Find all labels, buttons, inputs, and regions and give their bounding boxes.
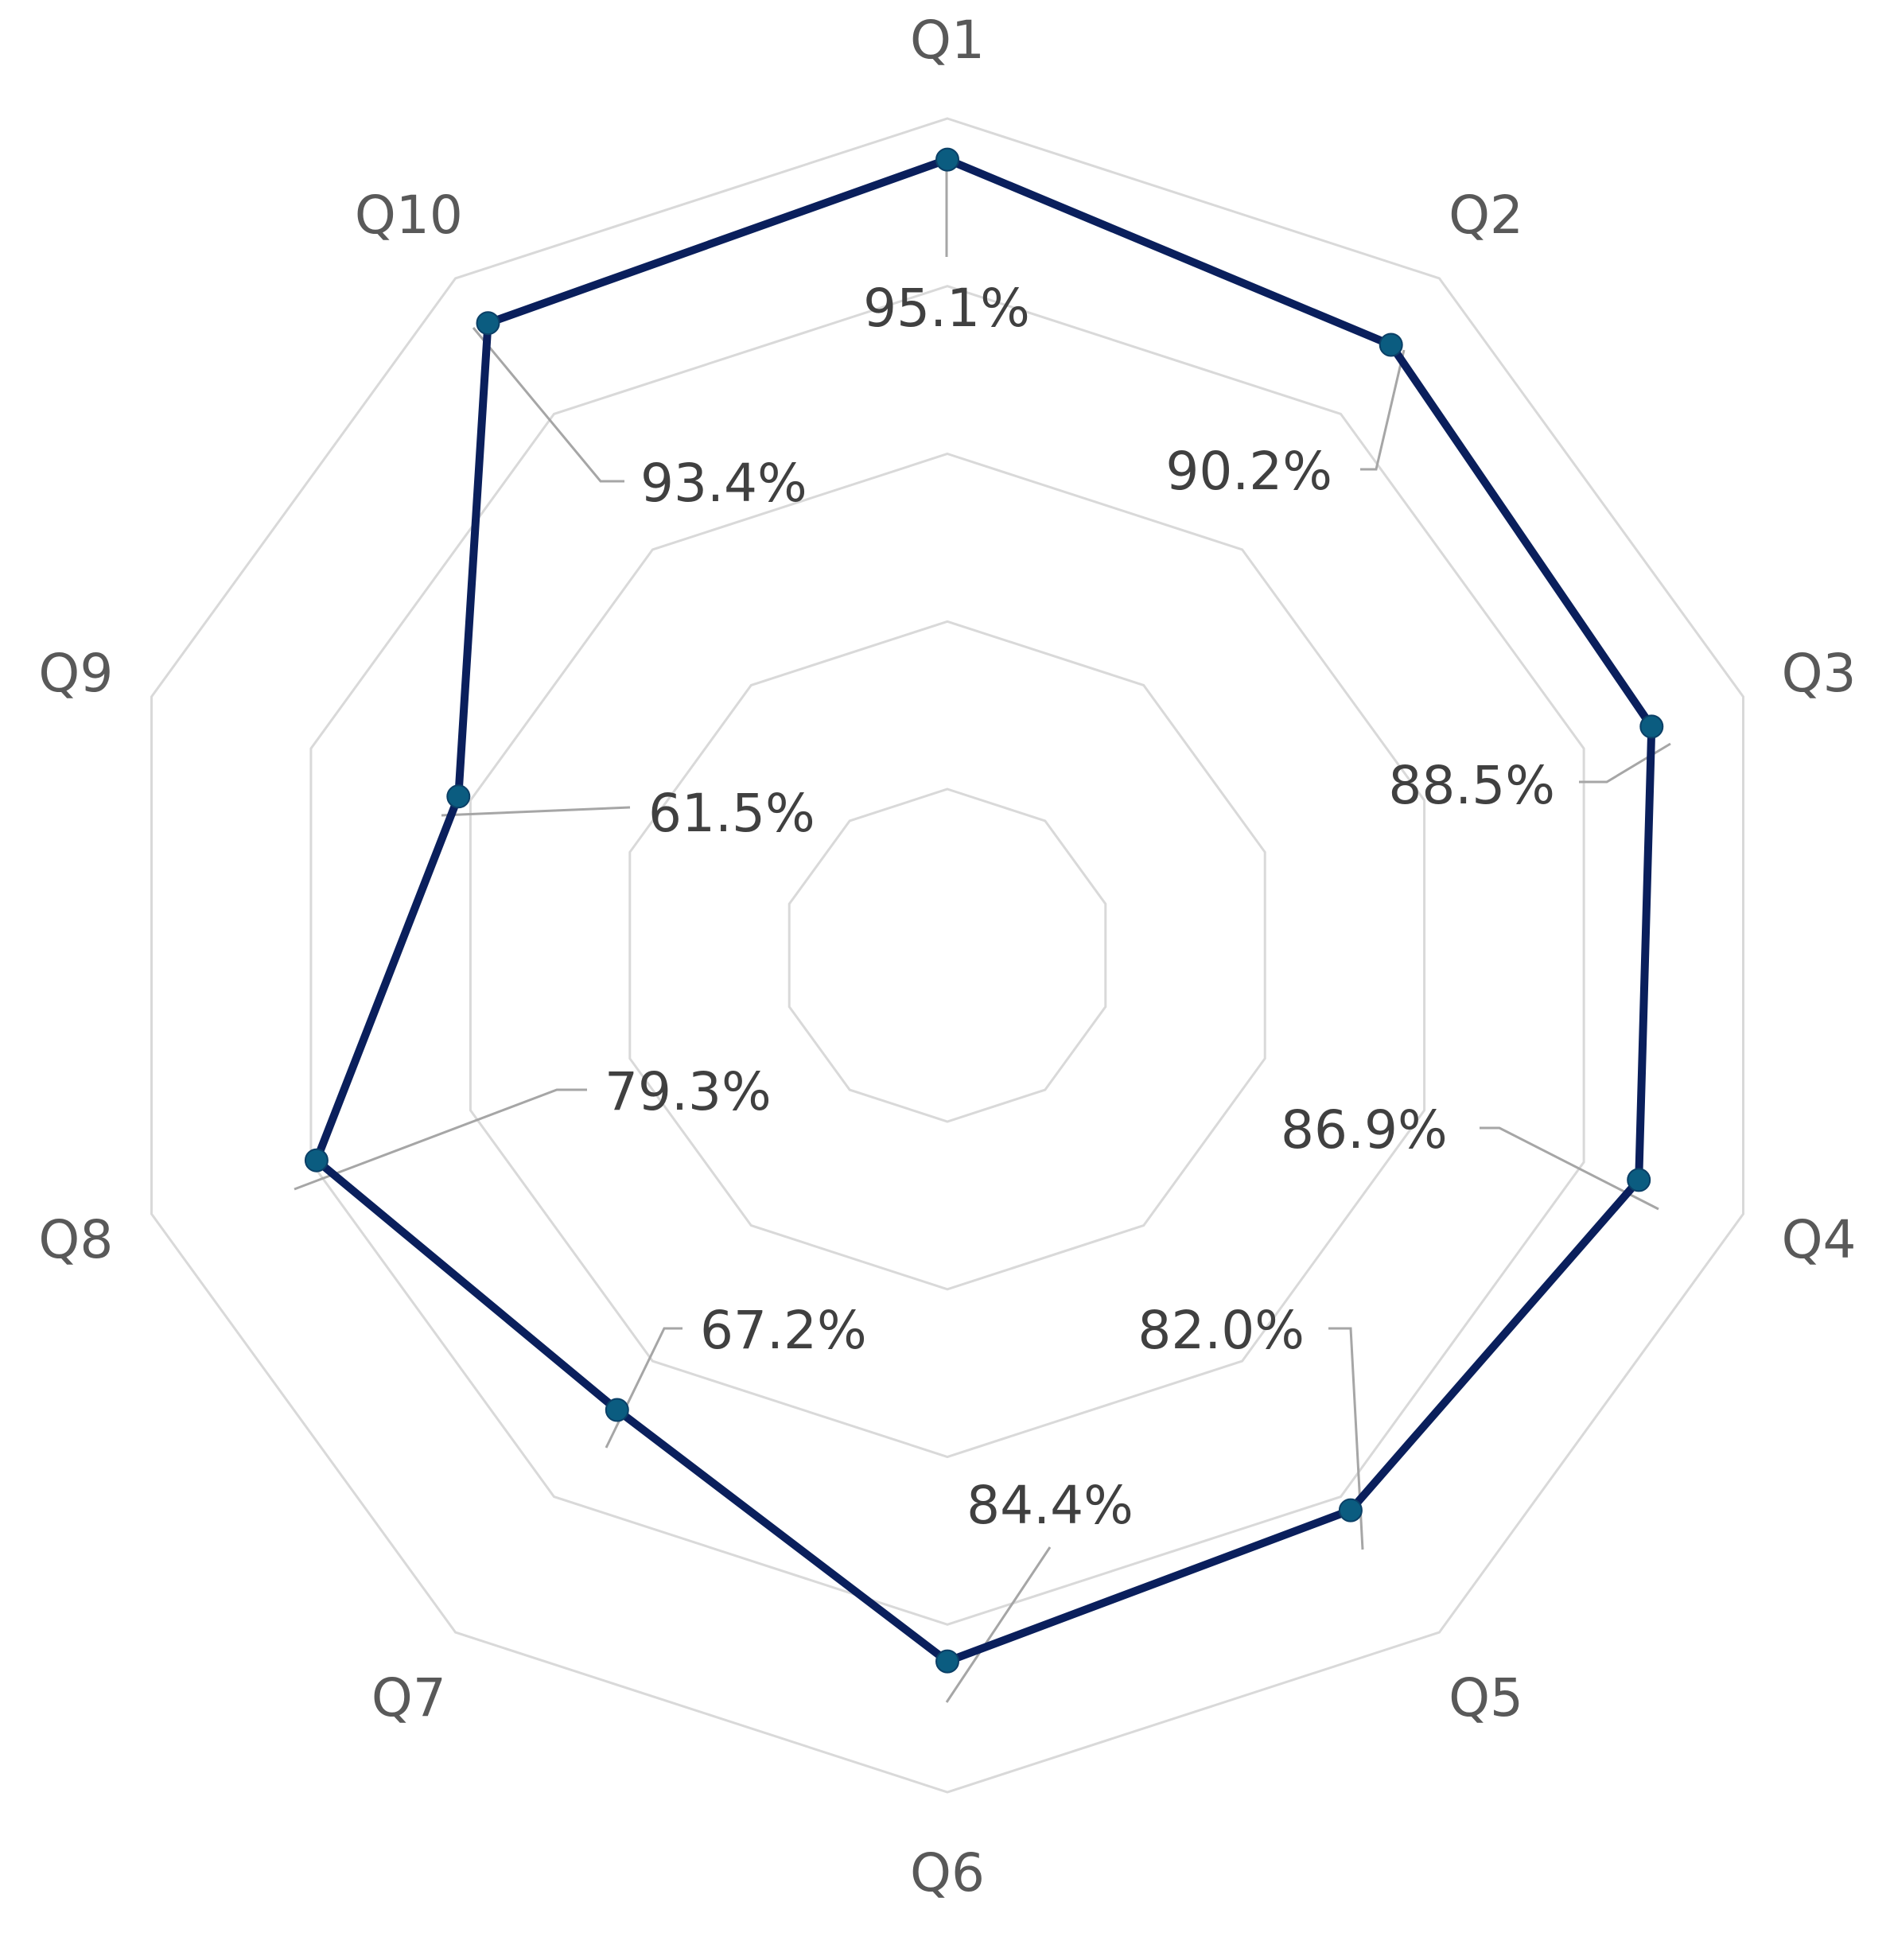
point-q7 bbox=[605, 1398, 629, 1422]
data-label-q5: 82.0% bbox=[1138, 1300, 1305, 1361]
data-points bbox=[304, 147, 1664, 1674]
point-q2 bbox=[1379, 332, 1403, 357]
point-q4 bbox=[1627, 1168, 1651, 1192]
label-leaders bbox=[294, 159, 1671, 1703]
leader-q8 bbox=[294, 1088, 587, 1191]
axis-label-q3: Q3 bbox=[1782, 643, 1857, 704]
leader-q3 bbox=[1579, 742, 1671, 784]
axis-labels: Q1 Q2 Q3 Q4 Q5 Q6 Q7 Q8 Q9 Q10 bbox=[38, 10, 1856, 1904]
series-line-1 bbox=[312, 155, 1656, 1666]
data-label-q7: 67.2% bbox=[700, 1300, 867, 1361]
series-layer bbox=[312, 155, 1656, 1666]
axis-label-q10: Q10 bbox=[355, 185, 463, 246]
axis-label-q2: Q2 bbox=[1449, 185, 1523, 246]
leader-q10 bbox=[472, 327, 624, 483]
data-label-q1: 95.1% bbox=[863, 278, 1030, 339]
leader-q4 bbox=[1480, 1126, 1659, 1211]
leader-q6 bbox=[945, 1546, 1052, 1703]
point-q3 bbox=[1639, 714, 1664, 739]
grid-ring-3 bbox=[469, 452, 1426, 1459]
axis-label-q8: Q8 bbox=[38, 1209, 113, 1270]
axis-label-q7: Q7 bbox=[371, 1667, 446, 1729]
grid-ring-1 bbox=[788, 788, 1107, 1123]
grid-ring-4 bbox=[309, 285, 1585, 1626]
point-q10 bbox=[476, 311, 500, 336]
data-label-q9: 61.5% bbox=[648, 783, 815, 844]
axis-label-q5: Q5 bbox=[1449, 1667, 1523, 1729]
data-label-q6: 84.4% bbox=[966, 1475, 1134, 1536]
data-label-q10: 93.4% bbox=[640, 453, 807, 514]
data-label-q4: 86.9% bbox=[1281, 1099, 1448, 1161]
leader-q2 bbox=[1360, 349, 1406, 471]
data-label-q8: 79.3% bbox=[605, 1061, 772, 1122]
data-label-q2: 90.2% bbox=[1165, 441, 1332, 502]
axis-label-q4: Q4 bbox=[1782, 1209, 1857, 1270]
axis-label-q9: Q9 bbox=[38, 643, 113, 704]
grid-ring-5 bbox=[150, 117, 1744, 1794]
grid-ring-2 bbox=[628, 620, 1266, 1291]
data-label-q3: 88.5% bbox=[1388, 755, 1555, 816]
point-q6 bbox=[935, 1649, 959, 1674]
leader-q5 bbox=[1328, 1327, 1364, 1550]
leader-q9 bbox=[441, 806, 631, 817]
axis-label-q1: Q1 bbox=[910, 10, 985, 71]
axis-label-q6: Q6 bbox=[910, 1842, 985, 1904]
point-q1 bbox=[935, 147, 959, 172]
point-q9 bbox=[446, 784, 471, 809]
data-labels: 95.1% 90.2% 88.5% 86.9% 82.0% 84.4% 67.2% 79.3%… bbox=[605, 278, 1555, 1536]
point-q8 bbox=[304, 1148, 329, 1172]
point-q5 bbox=[1338, 1498, 1363, 1522]
grid-rings bbox=[150, 117, 1744, 1794]
